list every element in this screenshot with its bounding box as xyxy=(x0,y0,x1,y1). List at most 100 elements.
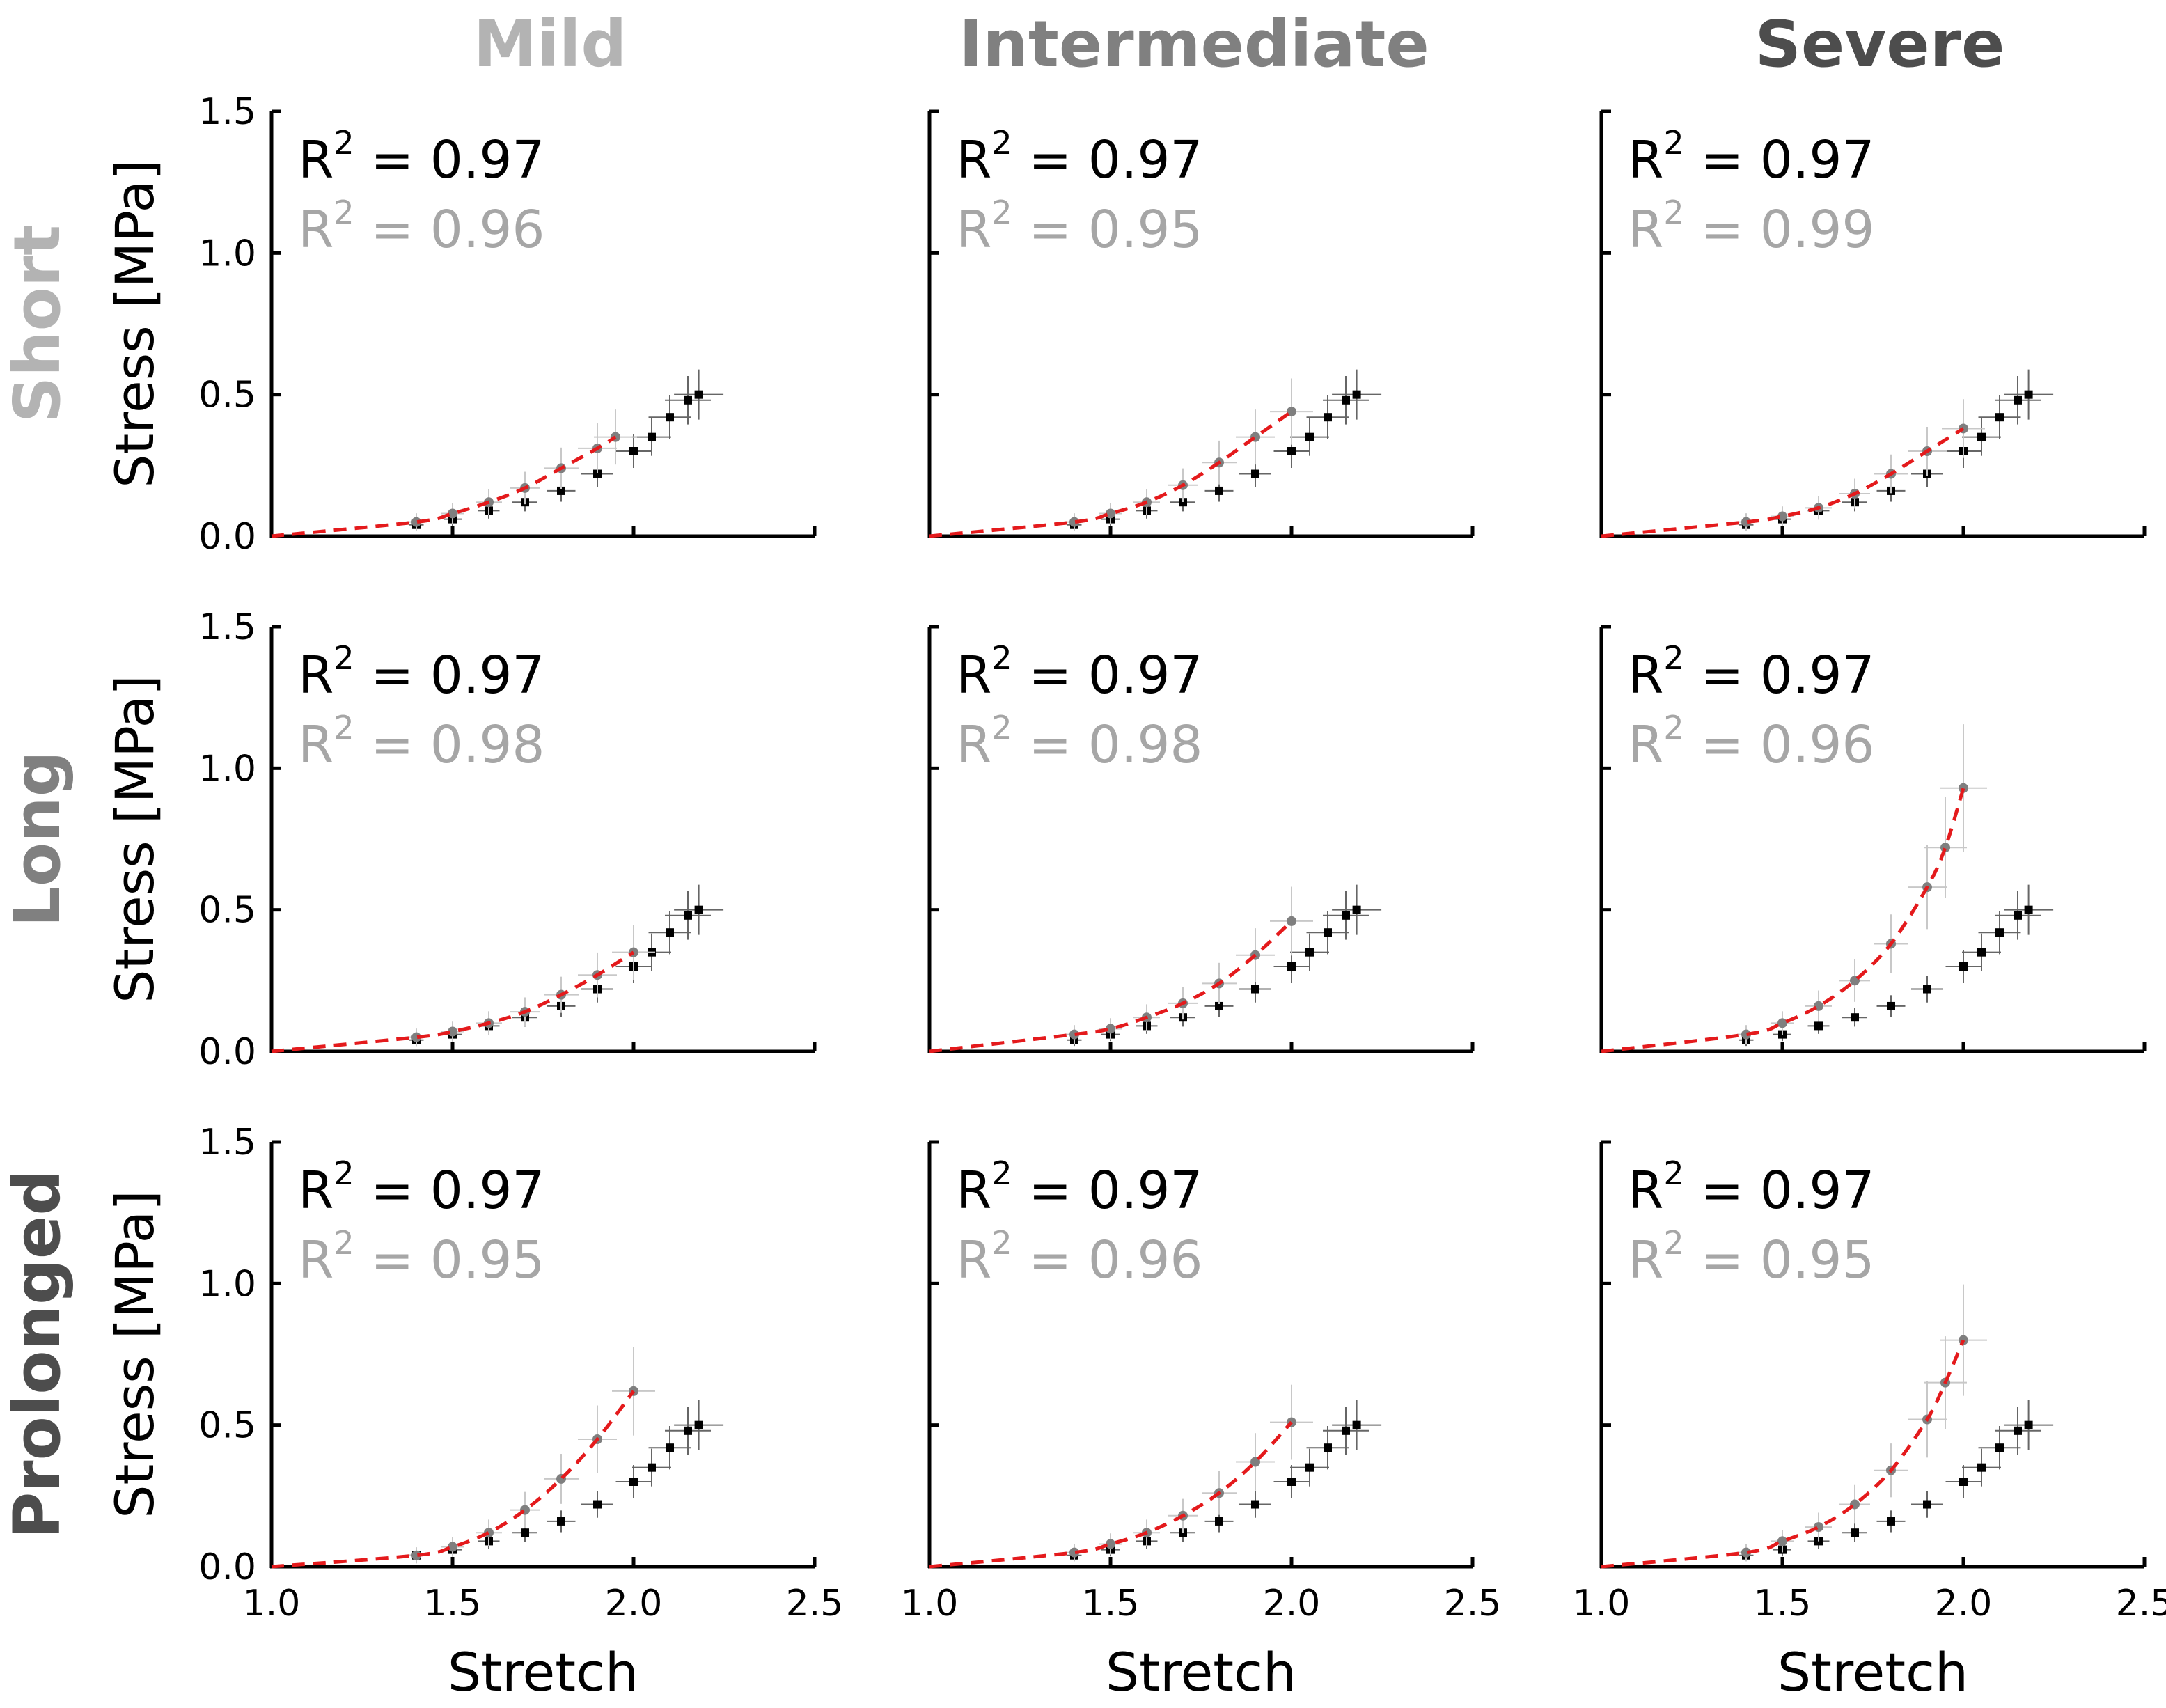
r2-reference-label: R2 = 0.97 xyxy=(956,124,1203,190)
r2-reference-label: R2 = 0.97 xyxy=(956,1154,1203,1221)
y-tick-label: 0.0 xyxy=(198,1031,256,1073)
r2-reference-label: R2 = 0.97 xyxy=(1628,124,1875,190)
row-title-long: Long xyxy=(0,751,74,927)
reference-point xyxy=(694,905,703,914)
y-tick-label: 0.5 xyxy=(198,890,256,932)
reference-point xyxy=(694,390,703,399)
x-tick-label: 2.0 xyxy=(1935,1583,1993,1624)
x-tick-label: 2.5 xyxy=(786,1583,844,1624)
reference-point xyxy=(1251,1500,1259,1509)
reference-point xyxy=(1324,1443,1332,1452)
y-tick-label: 0.5 xyxy=(198,1405,256,1447)
reference-point xyxy=(1305,1463,1314,1472)
reference-point xyxy=(1851,1013,1859,1022)
reference-point xyxy=(1215,486,1223,495)
reference-point xyxy=(1215,1517,1223,1526)
reference-point xyxy=(1352,905,1361,914)
r2-condition-label: R2 = 0.95 xyxy=(1628,1224,1875,1290)
reference-point xyxy=(684,911,692,920)
reference-point xyxy=(1179,1528,1187,1537)
reference-point xyxy=(1995,1443,2004,1452)
reference-point xyxy=(1977,1463,1986,1472)
condition-point xyxy=(411,1032,421,1042)
x-tick-label: 2.5 xyxy=(1444,1583,1502,1624)
x-axis-label: Stretch xyxy=(1106,1641,1296,1703)
reference-point xyxy=(557,1517,565,1526)
condition-point xyxy=(1250,1457,1260,1467)
r2-condition-label: R2 = 0.99 xyxy=(1628,194,1875,260)
condition-point xyxy=(1069,1547,1079,1558)
condition-point xyxy=(1106,508,1115,519)
condition-point xyxy=(411,517,421,527)
reference-point xyxy=(684,395,692,405)
fit-curve xyxy=(1601,427,1965,538)
condition-point xyxy=(1287,916,1296,926)
condition-point xyxy=(448,1542,457,1552)
row-title-short: Short xyxy=(0,225,74,423)
x-tick-label: 1.0 xyxy=(243,1583,301,1624)
reference-point xyxy=(666,928,674,937)
condition-point xyxy=(1741,517,1751,527)
x-tick-label: 1.0 xyxy=(901,1583,959,1624)
y-axis-label: Stress [MPa] xyxy=(104,675,166,1003)
row-title-prolonged: Prolonged xyxy=(0,1170,74,1539)
condition-point xyxy=(1741,1029,1751,1040)
reference-point xyxy=(1923,1500,1931,1509)
reference-point xyxy=(1287,1478,1296,1486)
x-tick-label: 2.0 xyxy=(1263,1583,1321,1624)
reference-point xyxy=(2014,911,2022,920)
r2-reference-label: R2 = 0.97 xyxy=(298,1154,545,1221)
reference-point xyxy=(1995,928,2004,937)
reference-point xyxy=(629,1478,638,1486)
r2-condition-label: R2 = 0.95 xyxy=(956,194,1203,260)
column-title-severe: Severe xyxy=(1755,7,2005,81)
reference-point xyxy=(1352,390,1361,399)
fit-curve xyxy=(271,950,635,1053)
condition-point xyxy=(448,508,457,519)
fit-curve xyxy=(929,410,1293,538)
reference-point xyxy=(1342,911,1350,920)
r2-condition-label: R2 = 0.98 xyxy=(956,709,1203,775)
condition-point xyxy=(1741,1547,1751,1558)
reference-point xyxy=(2024,905,2033,914)
reference-point xyxy=(1324,928,1332,937)
reference-point xyxy=(1923,985,1931,994)
r2-condition-label: R2 = 0.96 xyxy=(1628,709,1875,775)
y-tick-label: 1.5 xyxy=(198,606,256,648)
reference-point xyxy=(629,447,638,455)
reference-point xyxy=(666,413,674,422)
condition-point xyxy=(411,1550,421,1560)
reference-point xyxy=(1251,469,1259,478)
fit-curve xyxy=(271,435,617,538)
reference-point xyxy=(1342,395,1350,405)
reference-point xyxy=(1977,432,1986,441)
reference-point xyxy=(2014,1426,2022,1435)
r2-condition-label: R2 = 0.96 xyxy=(298,194,545,260)
x-axis-label: Stretch xyxy=(448,1641,638,1703)
y-tick-label: 0.0 xyxy=(198,516,256,558)
r2-reference-label: R2 = 0.97 xyxy=(1628,1154,1875,1221)
x-tick-label: 1.5 xyxy=(424,1583,482,1624)
r2-condition-label: R2 = 0.98 xyxy=(298,709,545,775)
condition-point xyxy=(1287,407,1296,417)
panel-prolonged-mild: 0.0 0.5 1.0 1.5 1.0 1.5 2.0 2.5 Stress [MPa] Stre… xyxy=(104,1122,843,1703)
r2-reference-label: R2 = 0.97 xyxy=(298,639,545,705)
y-tick-label: 1.0 xyxy=(198,1263,256,1305)
reference-point xyxy=(1851,1528,1859,1537)
reference-point xyxy=(1814,1021,1823,1031)
reference-point xyxy=(593,1500,602,1509)
y-axis-label: Stress [MPa] xyxy=(104,1190,166,1519)
reference-point xyxy=(1287,447,1296,455)
reference-point xyxy=(1342,1426,1350,1435)
reference-point xyxy=(694,1420,703,1429)
condition-point xyxy=(1106,1539,1115,1549)
reference-point xyxy=(1977,948,1986,957)
y-tick-label: 1.5 xyxy=(198,1122,256,1164)
reference-point xyxy=(1287,962,1296,971)
condition-point xyxy=(1069,517,1079,527)
reference-point xyxy=(1887,1001,1895,1010)
